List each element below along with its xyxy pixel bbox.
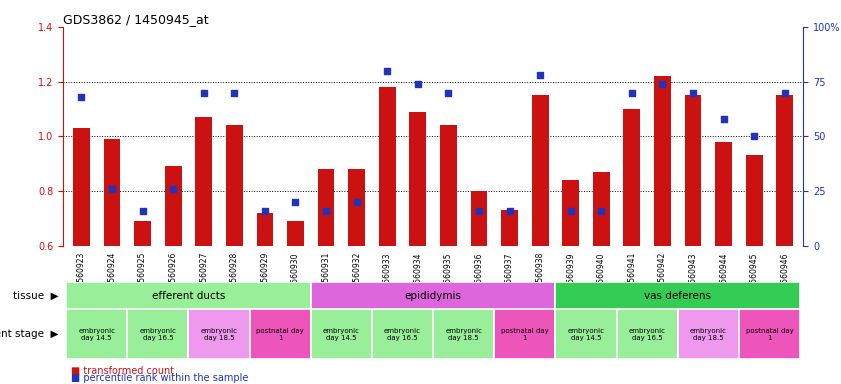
Text: vas deferens: vas deferens: [644, 291, 711, 301]
Point: [503, 208, 516, 214]
Bar: [501, 210, 518, 246]
Bar: [73, 128, 90, 246]
Point: [564, 208, 578, 214]
Point: [350, 199, 363, 205]
Bar: [257, 213, 273, 246]
Text: postnatal day
1: postnatal day 1: [257, 328, 304, 341]
Bar: [433, 309, 495, 359]
Text: ■ transformed count: ■ transformed count: [71, 366, 175, 376]
Point: [320, 208, 333, 214]
Point: [411, 81, 425, 87]
Point: [288, 199, 302, 205]
Point: [197, 89, 210, 96]
Text: epididymis: epididymis: [405, 291, 462, 301]
Bar: [66, 282, 311, 309]
Bar: [555, 282, 800, 309]
Point: [228, 89, 241, 96]
Bar: [311, 282, 555, 309]
Text: embryonic
day 18.5: embryonic day 18.5: [690, 328, 727, 341]
Bar: [440, 125, 457, 246]
Bar: [616, 309, 678, 359]
Text: postnatal day
1: postnatal day 1: [746, 328, 793, 341]
Bar: [372, 309, 433, 359]
Bar: [593, 172, 610, 246]
Point: [778, 89, 791, 96]
Text: embryonic
day 14.5: embryonic day 14.5: [78, 328, 115, 341]
Text: development stage  ▶: development stage ▶: [0, 329, 59, 339]
Point: [656, 81, 669, 87]
Point: [167, 186, 180, 192]
Bar: [66, 309, 127, 359]
Text: embryonic
day 14.5: embryonic day 14.5: [323, 328, 360, 341]
Bar: [410, 112, 426, 246]
Point: [533, 72, 547, 78]
Text: embryonic
day 18.5: embryonic day 18.5: [445, 328, 482, 341]
Bar: [195, 117, 212, 246]
Text: tissue  ▶: tissue ▶: [13, 291, 59, 301]
Point: [625, 89, 638, 96]
Bar: [471, 191, 488, 246]
Point: [686, 89, 700, 96]
Bar: [495, 309, 555, 359]
Bar: [135, 221, 151, 246]
Text: efferent ducts: efferent ducts: [151, 291, 225, 301]
Text: postnatal day
1: postnatal day 1: [501, 328, 548, 341]
Bar: [226, 125, 243, 246]
Point: [473, 208, 486, 214]
Bar: [378, 87, 395, 246]
Bar: [746, 156, 763, 246]
Point: [595, 208, 608, 214]
Bar: [188, 309, 250, 359]
Bar: [623, 109, 640, 246]
Point: [105, 186, 119, 192]
Point: [748, 133, 761, 139]
Bar: [127, 309, 188, 359]
Bar: [654, 76, 671, 246]
Bar: [103, 139, 120, 246]
Text: embryonic
day 18.5: embryonic day 18.5: [200, 328, 237, 341]
Point: [136, 208, 150, 214]
Bar: [685, 95, 701, 246]
Text: embryonic
day 16.5: embryonic day 16.5: [384, 328, 421, 341]
Bar: [739, 309, 800, 359]
Point: [442, 89, 455, 96]
Point: [258, 208, 272, 214]
Point: [380, 68, 394, 74]
Bar: [555, 309, 616, 359]
Text: ■ percentile rank within the sample: ■ percentile rank within the sample: [71, 373, 249, 383]
Bar: [165, 166, 182, 246]
Bar: [715, 142, 732, 246]
Bar: [776, 95, 793, 246]
Point: [717, 116, 730, 122]
Bar: [311, 309, 372, 359]
Bar: [318, 169, 335, 246]
Bar: [678, 309, 739, 359]
Text: embryonic
day 16.5: embryonic day 16.5: [629, 328, 666, 341]
Point: [75, 94, 88, 100]
Bar: [563, 180, 579, 246]
Bar: [287, 221, 304, 246]
Bar: [348, 169, 365, 246]
Text: embryonic
day 14.5: embryonic day 14.5: [568, 328, 605, 341]
Bar: [250, 309, 311, 359]
Text: GDS3862 / 1450945_at: GDS3862 / 1450945_at: [63, 13, 209, 26]
Text: embryonic
day 16.5: embryonic day 16.5: [140, 328, 177, 341]
Bar: [532, 95, 548, 246]
